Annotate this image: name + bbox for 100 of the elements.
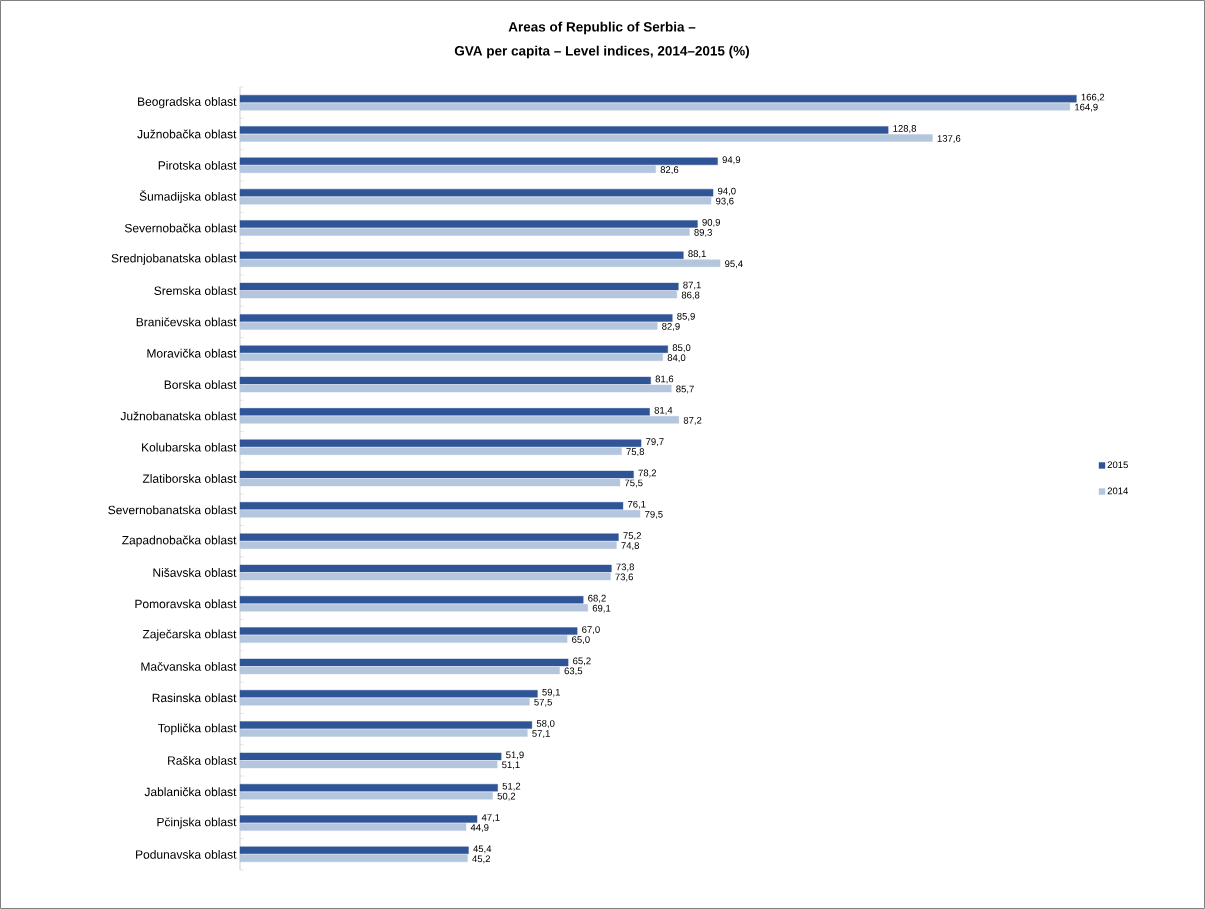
data-label: 94,9 [722,156,741,165]
bar [239,478,621,487]
data-label: 166,2 [1081,93,1105,102]
bar [239,314,673,322]
data-label: 67,0 [582,626,600,635]
bar [239,165,656,173]
bar [239,604,588,612]
data-label: 65,0 [572,636,590,645]
bar [239,384,672,393]
data-label: 95,4 [725,260,743,269]
y-tick-label: Sremska oblast [154,286,237,295]
bar [239,698,530,706]
y-tick-label: Mačvanska oblast [141,662,237,671]
bar [239,666,560,675]
bar [239,854,468,863]
data-label: 50,2 [497,792,516,801]
data-label: 75,8 [626,448,645,457]
data-label: 90,9 [702,219,720,227]
data-label: 81,6 [655,375,674,384]
bar [239,416,680,424]
data-label: 58,0 [536,720,555,728]
bar [239,228,690,236]
bar [239,220,698,228]
y-tick-label: Toplička oblast [158,723,237,735]
bar [239,564,612,573]
data-label: 51,2 [502,782,521,791]
y-tick-label: Zapadnobačka oblast [122,535,237,547]
bar [239,635,568,643]
y-tick-label: Kolubarska oblast [142,442,237,452]
data-label: 93,6 [716,197,734,206]
bar [239,502,624,510]
data-label: 87,1 [683,281,701,290]
data-label: 44,9 [470,824,489,832]
y-tick-label: Južnobanatska oblast [120,411,237,421]
y-tick-label: Zaječarska oblast [142,629,237,641]
data-label: 88,1 [688,250,706,259]
bar [239,447,622,455]
bar [239,823,467,831]
data-label: 85,9 [677,312,695,321]
data-label: 45,2 [472,855,490,864]
data-label: 76,1 [627,500,646,509]
data-label: 75,2 [623,532,641,541]
y-tick-label: Braničevska oblast [136,317,237,327]
bar [239,572,611,581]
data-label: 51,1 [502,761,520,770]
data-label: 89,3 [694,229,712,237]
bar [239,94,1077,103]
bar [239,760,498,769]
y-tick-label: Zlatiborska oblast [142,474,237,483]
data-label: 78,2 [638,469,657,478]
y-tick-label: Nišavska oblast [153,568,237,577]
legend-label: 2015 [1107,461,1128,469]
chart-subtitle: GVA per capita – Level indices, 2014–2015 (%) [454,45,750,59]
y-tick-label: Beogradska oblast [138,97,237,109]
bar [239,658,569,667]
y-tick-label: Jablanička oblast [144,787,237,797]
data-label: 45,4 [473,845,492,854]
y-tick-label: Rasinska oblast [152,693,237,703]
data-label: 47,1 [481,814,500,822]
data-label: 85,7 [676,385,694,394]
bar [239,533,619,541]
bar [239,353,663,361]
data-label: 128,8 [893,125,917,133]
bar [239,259,721,267]
bar [239,126,889,134]
data-label: 65,2 [573,657,591,666]
bar [239,188,714,197]
data-label: 63,5 [564,667,583,676]
bar [239,196,712,205]
legend-label: 2014 [1107,487,1129,495]
bar [239,627,578,635]
data-label: 87,2 [683,416,702,425]
bar [239,470,634,479]
bar [239,322,658,330]
y-tick-label: Moravička oblast [147,348,237,358]
y-tick-label: Pomoravska oblast [135,599,237,609]
bar [239,134,933,142]
bar [239,439,642,447]
data-label: 84,0 [667,354,686,363]
data-label: 82,6 [660,166,679,175]
data-label: 82,9 [662,322,680,331]
data-label: 137,6 [937,135,961,143]
y-tick-label: Pčinjska oblast [157,817,237,829]
y-tick-label: Šumadijska oblast [139,190,237,204]
data-label: 59,1 [542,688,560,697]
y-tick-label: Podunavska oblast [136,849,237,859]
bar [239,376,651,385]
bar [239,345,668,353]
data-label: 69,1 [592,604,611,613]
bar [239,541,617,549]
y-tick-label: Severnobanatska oblast [108,505,237,515]
bar [239,784,498,792]
bar [239,815,478,823]
y-tick-label: Pirotska oblast [158,160,237,170]
data-label: 94,0 [718,187,736,196]
y-tick-label: Srednjobanatska oblast [111,253,237,265]
bar [239,282,679,291]
bar [239,157,718,165]
bar [239,290,678,299]
data-label: 79,5 [645,510,663,519]
